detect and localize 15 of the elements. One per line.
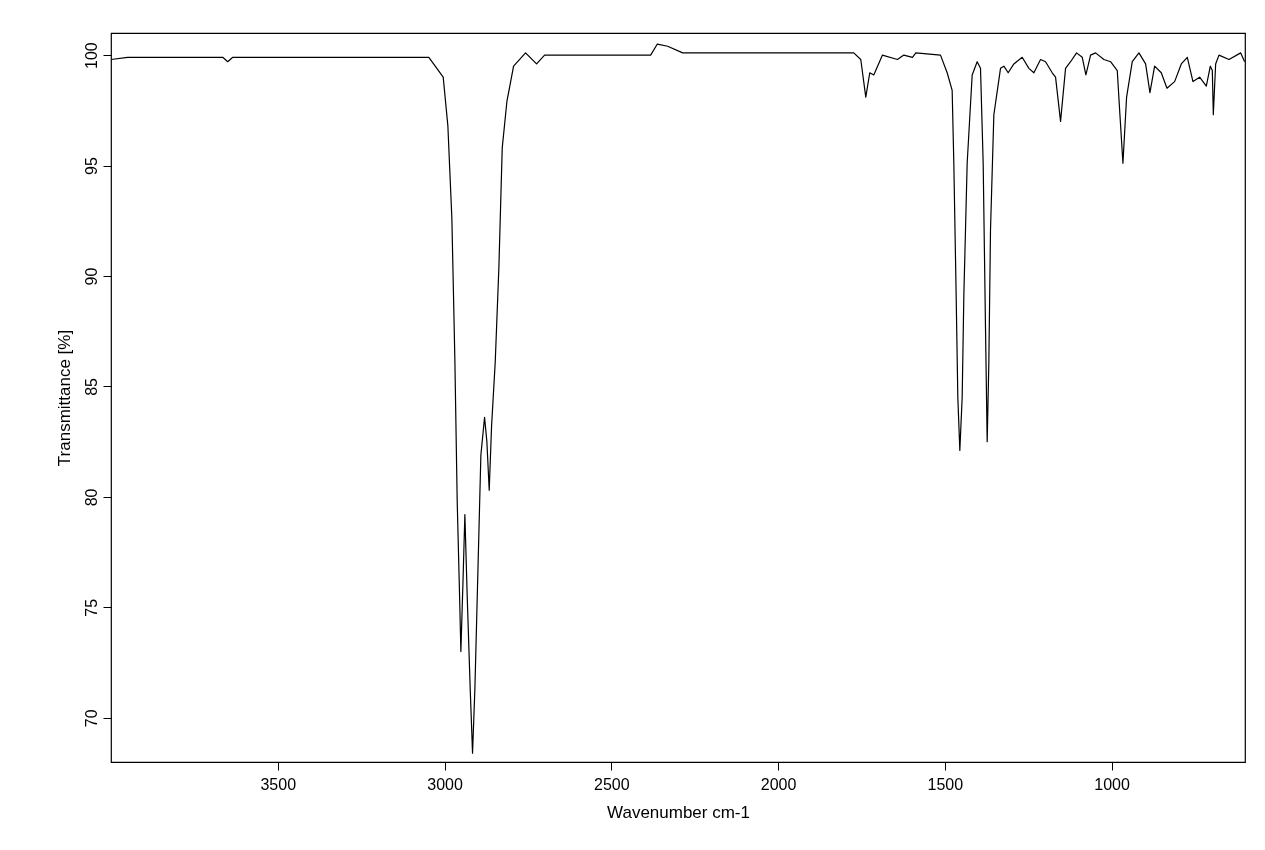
x-axis-title: Wavenumber cm-1 (607, 802, 750, 822)
y-tick-label: 90 (82, 267, 100, 286)
y-tick-label: 85 (82, 377, 100, 396)
y-tick-label: 70 (82, 709, 100, 728)
x-tick-label: 1500 (927, 775, 964, 793)
x-tick-label: 1000 (1094, 775, 1130, 793)
y-tick-label: 100 (82, 42, 100, 69)
y-tick-label: 75 (82, 598, 100, 617)
y-tick-label: 95 (82, 157, 100, 175)
x-tick-label: 3000 (427, 775, 463, 793)
y-axis-title: Transmittance [%] (54, 329, 74, 467)
x-tick-label: 2000 (760, 775, 797, 793)
x-tick-label: 2500 (594, 775, 630, 793)
x-tick-label: 3500 (260, 775, 297, 793)
y-tick-label: 80 (82, 488, 100, 507)
